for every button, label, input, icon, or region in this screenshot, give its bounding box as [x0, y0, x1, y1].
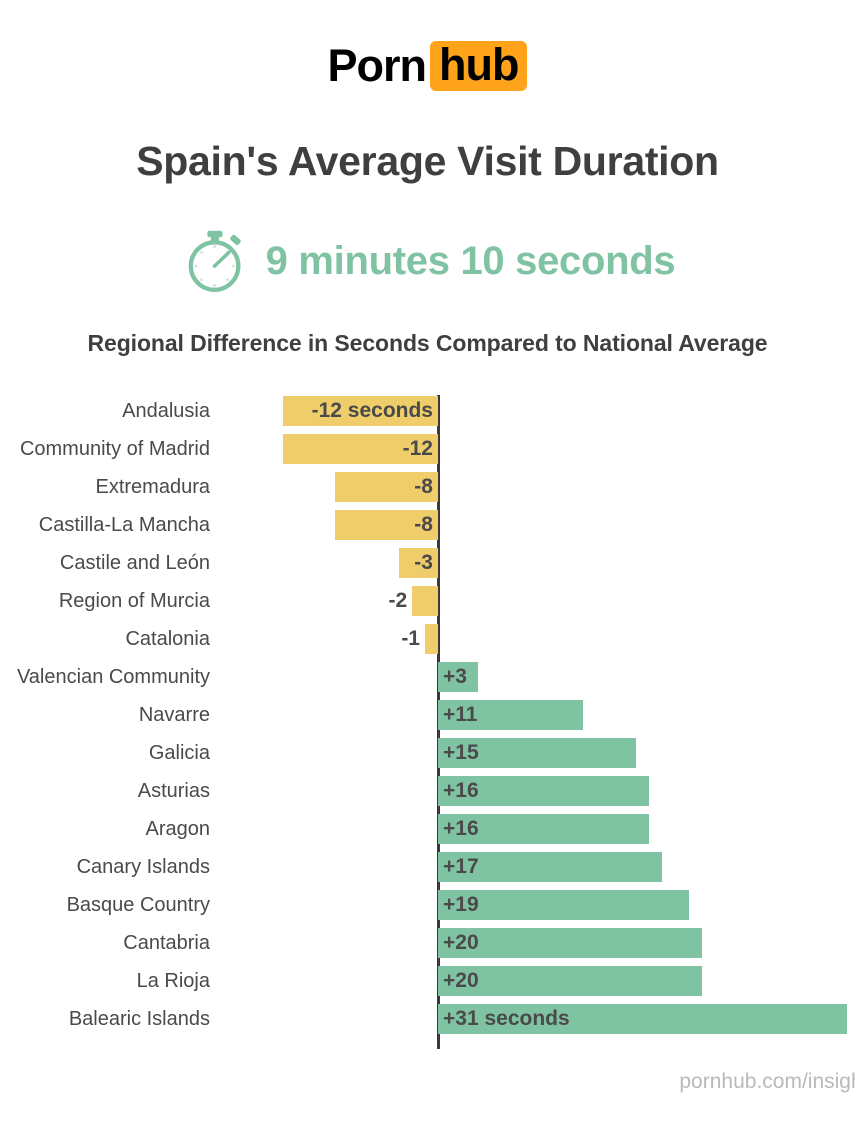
page-title: Spain's Average Visit Duration [136, 138, 719, 184]
region-label: Basque Country [66, 894, 210, 916]
bar-value-label: -2 [388, 589, 408, 612]
value-bar: -12 [283, 434, 438, 464]
regional-difference-bar-chart: Andalusia -12 seconds Community of Madrid -… [0, 392, 855, 1052]
chart-row: Region of Murcia -2 [0, 582, 855, 620]
chart-row: La Rioja +20 [0, 962, 855, 1000]
bar-value-label: +31 seconds [443, 1007, 570, 1030]
value-bar: -2 [389, 586, 438, 616]
region-label: Navarre [138, 704, 210, 726]
region-label: Canary Islands [76, 856, 210, 878]
value-bar: +11 [438, 700, 584, 730]
region-label: Andalusia [122, 400, 210, 422]
value-bar: -12 seconds [283, 396, 438, 426]
bar-value-label: -8 [414, 513, 433, 536]
chart-row: Asturias +16 [0, 772, 855, 810]
value-bar: -1 [401, 624, 438, 654]
bar-value-label: -12 seconds [311, 399, 433, 422]
value-bar: +17 [438, 852, 663, 882]
bar-value-label: -1 [401, 627, 420, 650]
region-label: Castilla-La Mancha [38, 514, 210, 536]
value-bar: -8 [334, 510, 438, 540]
logo-text-porn: Porn [327, 40, 428, 91]
chart-row: Balearic Islands +31 seconds [0, 1000, 855, 1038]
average-duration-row: 9 minutes 10 seconds [0, 225, 855, 297]
value-bar: -3 [399, 548, 438, 578]
region-label: Asturias [137, 780, 210, 802]
chart-row: Catalonia -1 [0, 620, 855, 658]
pornhub-logo: Porn hub [0, 40, 855, 92]
chart-row: Extremadura -8 [0, 468, 855, 506]
chart-row: Basque Country +19 [0, 886, 855, 924]
region-label: Balearic Islands [68, 1008, 210, 1030]
value-bar: +15 [438, 738, 636, 768]
region-label: Community of Madrid [19, 438, 210, 460]
chart-row: Navarre +11 [0, 696, 855, 734]
region-label: Aragon [145, 818, 211, 840]
chart-row: Castilla-La Mancha -8 [0, 506, 855, 544]
chart-row: Castile and León -3 [0, 544, 855, 582]
value-bar: +19 [438, 890, 689, 920]
bar-value-label: +16 [443, 817, 479, 840]
region-label: Extremadura [95, 476, 211, 498]
region-label: Castile and León [59, 552, 210, 574]
source-attribution: pornhub.com/insights [0, 1070, 855, 1094]
value-bar: +16 [438, 776, 650, 806]
bar-rows-container: Andalusia -12 seconds Community of Madrid -… [0, 392, 855, 1038]
region-label: Region of Murcia [58, 590, 210, 612]
chart-row: Cantabria +20 [0, 924, 855, 962]
logo-text-hub: hub [430, 40, 528, 92]
chart-subtitle: Regional Difference in Seconds Compared … [87, 330, 768, 356]
bar-value-label: +15 [443, 741, 479, 764]
value-bar: -8 [334, 472, 438, 502]
bar-value-label: -3 [414, 551, 433, 574]
chart-row: Community of Madrid -12 [0, 430, 855, 468]
bar-value-label: +19 [443, 893, 479, 916]
bar-value-label: +20 [443, 931, 479, 954]
bar-value-label: -8 [414, 475, 433, 498]
source-url: pornhub.com/insights [679, 1070, 855, 1093]
value-bar: +3 [438, 662, 478, 692]
value-bar: +31 seconds [438, 1004, 848, 1034]
bar-value-label: -12 [402, 437, 433, 460]
bar-value-label: +11 [443, 703, 478, 726]
region-label: Cantabria [123, 932, 210, 954]
bar-value-label: +3 [443, 665, 467, 688]
chart-row: Aragon +16 [0, 810, 855, 848]
bar-value-label: +20 [443, 969, 479, 992]
value-bar: +20 [438, 966, 702, 996]
chart-row: Galicia +15 [0, 734, 855, 772]
chart-row: Andalusia -12 seconds [0, 392, 855, 430]
region-label: Galicia [148, 742, 210, 764]
chart-row: Canary Islands +17 [0, 848, 855, 886]
bar-value-label: +17 [443, 855, 479, 878]
value-bar: +16 [438, 814, 650, 844]
region-label: Valencian Community [16, 666, 210, 688]
region-label: Catalonia [125, 628, 210, 650]
chart-row: Valencian Community +3 [0, 658, 855, 696]
value-bar: +20 [438, 928, 702, 958]
region-label: La Rioja [136, 970, 210, 992]
average-duration-value: 9 minutes 10 seconds [265, 239, 676, 283]
bar-value-label: +16 [443, 779, 479, 802]
stopwatch-icon [188, 230, 241, 292]
